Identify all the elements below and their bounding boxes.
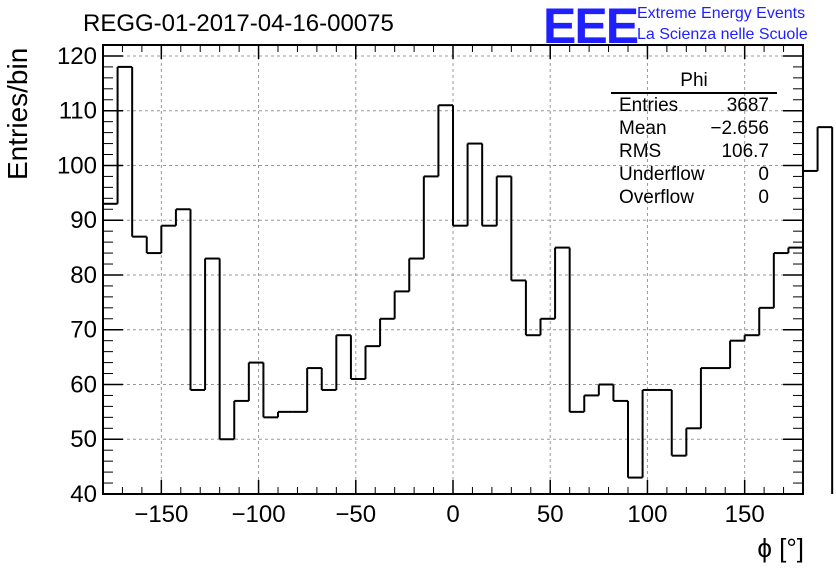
stats-row-mean: Mean −2.656 bbox=[611, 117, 777, 140]
stats-label: Entries bbox=[619, 95, 679, 116]
logo-line-2: La Scienza nelle Scuole bbox=[637, 26, 808, 43]
stats-row-rms: RMS 106.7 bbox=[611, 140, 777, 163]
x-tick-label: −150 bbox=[134, 501, 188, 528]
stats-box: Phi Entries 3687 Mean −2.656 RMS 106.7 U… bbox=[611, 70, 777, 209]
y-tick-label: 80 bbox=[70, 262, 97, 289]
stats-label: Overflow bbox=[619, 187, 694, 208]
x-tick-label: 0 bbox=[446, 501, 459, 528]
y-tick-label: 110 bbox=[59, 98, 97, 125]
stats-value: 0 bbox=[758, 187, 769, 208]
eee-logo: EEE bbox=[543, 0, 639, 54]
stats-label: Mean bbox=[619, 118, 667, 139]
y-tick-label: 70 bbox=[70, 317, 97, 344]
stats-value: −2.656 bbox=[710, 118, 769, 139]
stats-row-overflow: Overflow 0 bbox=[611, 186, 777, 209]
axis-ticks bbox=[102, 44, 804, 495]
x-tick-label: 150 bbox=[725, 501, 765, 528]
x-tick-label: −100 bbox=[232, 501, 286, 528]
y-tick-label: 100 bbox=[57, 152, 97, 179]
chart-title: REGG-01-2017-04-16-00075 bbox=[83, 10, 394, 37]
stats-row-entries: Entries 3687 bbox=[611, 94, 777, 117]
stats-title: Phi bbox=[611, 70, 777, 94]
stats-value: 3687 bbox=[726, 95, 769, 116]
stats-label: Underflow bbox=[619, 164, 705, 185]
x-axis-label: ϕ [°] bbox=[757, 533, 804, 563]
x-tick-label: −50 bbox=[335, 501, 376, 528]
y-tick-label: 50 bbox=[70, 426, 97, 453]
y-tick-label: 90 bbox=[70, 207, 97, 234]
logo-line-1: Extreme Energy Events bbox=[637, 5, 806, 22]
y-axis-label: Entries/bin bbox=[2, 47, 33, 180]
tick-labels: −150 −100 −50 0 50 100 150 40 50 60 70 80 90 100 110 12… bbox=[57, 43, 765, 528]
stats-value: 0 bbox=[758, 164, 769, 185]
stats-row-underflow: Underflow 0 bbox=[611, 163, 777, 186]
x-tick-label: 50 bbox=[537, 501, 564, 528]
x-tick-label: 100 bbox=[627, 501, 667, 528]
y-tick-label: 60 bbox=[70, 371, 97, 398]
histogram-series bbox=[102, 65, 834, 494]
stats-value: 106.7 bbox=[721, 141, 769, 162]
y-tick-label: 120 bbox=[57, 43, 97, 70]
stats-label: RMS bbox=[619, 141, 662, 162]
plot-frame bbox=[102, 44, 804, 495]
y-tick-label: 40 bbox=[70, 481, 97, 508]
